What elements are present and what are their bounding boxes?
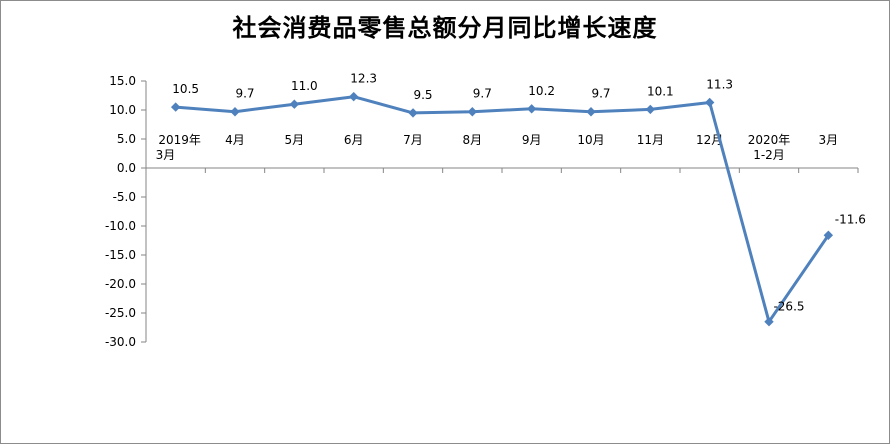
data-point-marker	[764, 316, 774, 327]
y-tick-label: -20.0	[105, 277, 136, 291]
data-point-marker	[704, 97, 715, 108]
x-tick-label: 5月	[285, 133, 305, 147]
series-path	[175, 95, 830, 324]
x-tick-label: 2020年 1-2月	[748, 133, 791, 162]
data-label: 9.7	[473, 87, 492, 101]
data-point-marker	[170, 102, 181, 112]
x-tick-label: 3月	[819, 133, 839, 147]
x-tick-label: 2019年 3月	[156, 133, 201, 162]
y-tick-label: 10.0	[109, 103, 136, 117]
data-point-marker	[526, 104, 537, 114]
data-label: 11.3	[706, 77, 733, 91]
data-label: 9.5	[413, 88, 432, 102]
data-label: 11.0	[291, 79, 318, 93]
data-point-marker	[408, 108, 418, 118]
data-point-marker	[230, 107, 240, 117]
data-label: 12.3	[350, 72, 377, 86]
y-tick-label: -15.0	[105, 248, 136, 262]
x-tick-label: 4月	[225, 133, 245, 147]
x-tick-label: 11月	[637, 133, 664, 147]
y-tick-label: 15.0	[109, 74, 136, 88]
data-label: -11.6	[835, 212, 866, 226]
y-tick-label: 5.0	[117, 132, 136, 146]
x-tick-label: 6月	[344, 133, 364, 147]
data-label: 9.7	[591, 87, 610, 101]
x-tick-label: 12月	[696, 133, 723, 147]
data-label: 10.2	[528, 84, 555, 98]
data-point-marker	[289, 99, 300, 109]
x-tick-label: 9月	[522, 133, 542, 147]
y-tick-label: 0.0	[117, 161, 136, 175]
data-label: 10.5	[172, 82, 199, 96]
y-tick-label: -25.0	[105, 306, 136, 320]
data-point-marker	[586, 107, 596, 117]
axes: 15.0 10.0 5.0 0.0 -5.0 -10.0 -15.0 -20.0 -25.0 -3…	[105, 74, 859, 349]
data-point-marker	[467, 107, 478, 117]
chart-title: 社会消费品零售总额分月同比增长速度	[232, 14, 658, 42]
y-tick-label: -30.0	[105, 335, 136, 349]
data-label: 10.1	[647, 84, 674, 98]
data-point-marker	[823, 230, 834, 240]
x-tick-label: 7月	[403, 133, 423, 147]
data-label: 9.7	[235, 87, 254, 101]
data-labels: 10.5 9.7 11.0 12.3 9.5 9.7 10.2 9.7 10.1 11.3 -26.…	[172, 72, 866, 314]
data-point-marker	[645, 104, 656, 115]
y-tick-label: -10.0	[105, 219, 136, 233]
x-tick-label: 8月	[463, 133, 483, 147]
series-line	[170, 91, 834, 327]
y-tick-label: -5.0	[113, 190, 136, 204]
x-tick-label: 10月	[577, 133, 604, 147]
data-point-marker	[348, 91, 359, 102]
data-label: -26.5	[773, 300, 804, 314]
